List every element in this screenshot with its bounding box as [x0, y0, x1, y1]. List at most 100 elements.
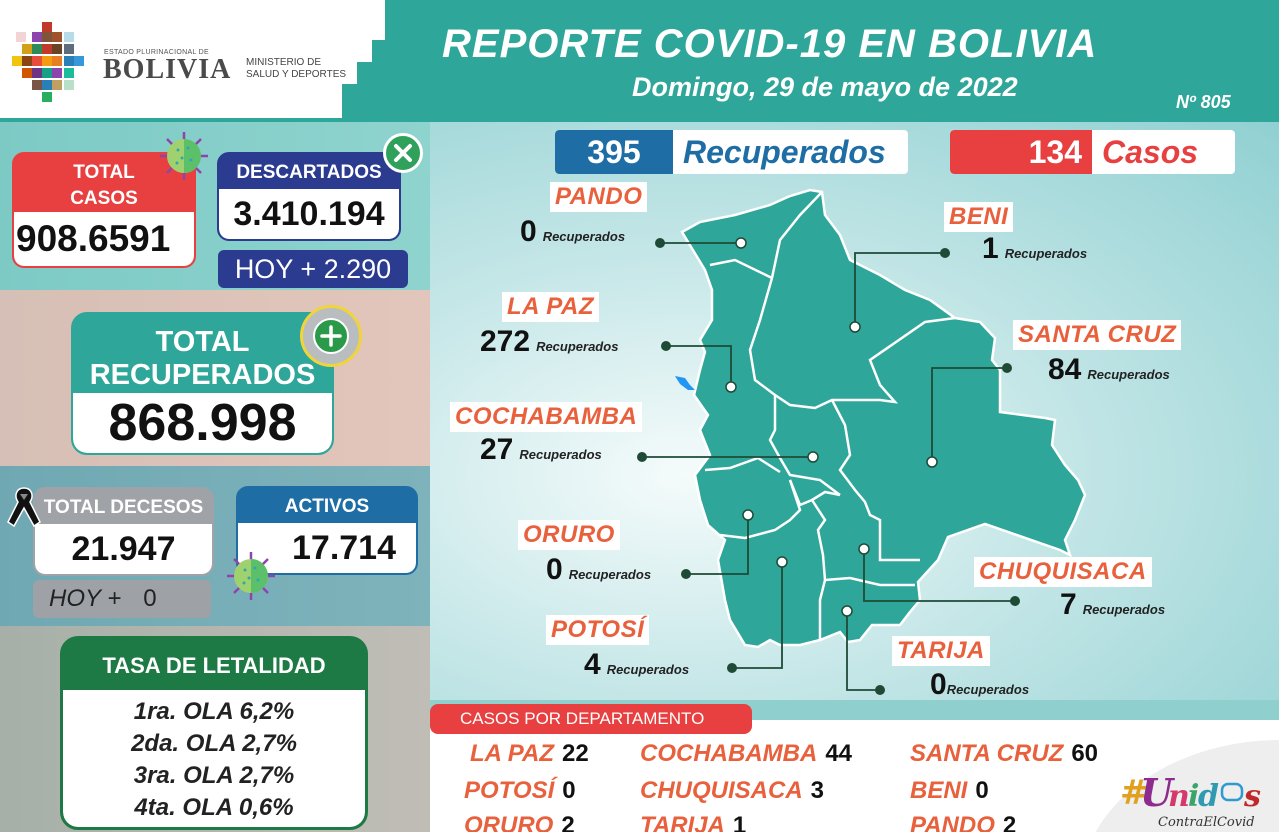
dept-recovered-suffix: Recuperados — [536, 339, 619, 354]
dept-recovered-potosi: 4 Recuperados — [584, 648, 689, 682]
lethality-rate-card: TASA DE LETALIDAD 1ra. OLA 6,2% 2da. OLA… — [60, 636, 368, 830]
ministry-line1: MINISTERIO DE — [246, 57, 322, 68]
report-header: ESTADO PLURINACIONAL DE BOLIVIA MINISTER… — [0, 0, 1279, 122]
case-item-la-paz: LA PAZ 22 — [470, 740, 589, 768]
svg-text:n: n — [1168, 779, 1190, 814]
case-item-santa-cruz: SANTA CRUZ 60 — [910, 740, 1098, 768]
virus-icon — [160, 132, 208, 180]
mourning-ribbon-icon — [7, 487, 41, 528]
total-recovered-label-line2: RECUPERADOS — [89, 359, 316, 391]
case-dept-name: CHUQUISACA — [640, 777, 803, 804]
header-step-decoration — [357, 62, 385, 84]
dept-recovered-count: 0 — [520, 215, 537, 248]
total-cases-card: TOTAL CASOS 908.6591 — [12, 152, 196, 268]
dept-recovered-santa-cruz: 84 Recuperados — [1048, 353, 1170, 387]
case-dept-name: POTOSÍ — [464, 777, 555, 804]
deaths-today-value: 0 — [143, 585, 157, 612]
dept-recovered-oruro: 0 Recuperados — [546, 553, 651, 587]
daily-cases-label: Casos — [1102, 133, 1199, 170]
case-dept-value: 1 — [732, 812, 747, 832]
case-dept-name: COCHABAMBA — [640, 740, 818, 767]
dept-recovered-suffix: Recuperados — [568, 567, 652, 582]
total-recovered-card: TOTAL RECUPERADOS 868.998 — [71, 312, 334, 455]
case-dept-name: PANDO — [910, 812, 995, 832]
case-item-tarija: TARIJA 1 — [640, 812, 746, 832]
case-item-potosi: POTOSÍ 0 — [464, 777, 576, 805]
dept-label-beni: BENI — [944, 202, 1014, 232]
total-recovered-label: TOTAL RECUPERADOS — [73, 314, 332, 392]
recovered-plus-icon — [300, 305, 362, 367]
total-recovered-label-line1: TOTAL — [155, 326, 250, 358]
dept-recovered-count: 27 — [480, 433, 514, 466]
total-recovered-value: 868.998 — [73, 393, 332, 453]
discarded-value: 3.410.194 — [219, 189, 399, 239]
case-dept-value: 44 — [825, 740, 853, 767]
case-item-chuquisaca: CHUQUISACA 3 — [640, 777, 824, 805]
dept-label-santa-cruz: SANTA CRUZ — [1013, 320, 1182, 350]
dept-recovered-count: 1 — [982, 232, 999, 265]
dept-recovered-suffix: Recuperados — [946, 682, 1030, 697]
dept-recovered-chuquisaca: 7 Recuperados — [1060, 588, 1165, 622]
dept-label-chuquisaca: CHUQUISACA — [974, 557, 1152, 587]
unidos-campaign-logo-icon: # U n i d s ContraElCovid — [1120, 770, 1261, 830]
dept-recovered-suffix: Recuperados — [606, 662, 690, 677]
ministry-logo-area: ESTADO PLURINACIONAL DE BOLIVIA MINISTER… — [0, 0, 385, 118]
case-dept-value: 60 — [1071, 740, 1099, 767]
total-deaths-card: TOTAL DECESOS 21.947 — [33, 487, 214, 576]
dept-recovered-suffix: Recuperados — [1004, 246, 1088, 261]
total-deaths-label: TOTAL DECESOS — [43, 497, 204, 518]
case-item-pando: PANDO 2 — [910, 812, 1016, 832]
ministry-line2: SALUD Y DEPORTES — [246, 69, 347, 80]
header-step-decoration — [372, 40, 385, 62]
case-dept-value: 2 — [561, 812, 575, 832]
case-dept-value: 22 — [562, 740, 589, 767]
cases-section-background — [430, 720, 1279, 832]
total-deaths-value: 21.947 — [35, 524, 212, 574]
total-cases-label-line2: CASOS — [70, 188, 138, 209]
report-title: REPORTE COVID-19 EN BOLIVIA — [442, 22, 1098, 66]
discarded-today: HOY + 2.290 — [218, 250, 408, 288]
dept-recovered-count: 0 — [546, 553, 563, 586]
dept-recovered-suffix: Recuperados — [1082, 602, 1166, 617]
daily-recovered-badge: 395 Recuperados — [555, 130, 908, 174]
case-dept-value: 3 — [810, 777, 825, 804]
discarded-x-icon — [383, 133, 423, 173]
daily-recovered-value: 395 — [555, 130, 673, 174]
case-dept-value: 2 — [1002, 812, 1017, 832]
case-dept-name: ORURO — [464, 812, 554, 832]
bolivia-emblem-icon — [12, 22, 84, 102]
estado-label: ESTADO PLURINACIONAL DE — [104, 49, 209, 56]
dept-recovered-suffix: Recuperados — [542, 229, 626, 244]
dept-recovered-suffix: Recuperados — [1087, 367, 1170, 382]
svg-text:s: s — [1243, 779, 1261, 814]
virus-icon — [227, 552, 275, 600]
dept-recovered-tarija: 0 Recuperados — [930, 668, 1029, 702]
dept-label-tarija: TARIJA — [892, 636, 990, 666]
case-dept-name: LA PAZ — [470, 740, 554, 767]
svg-text:d: d — [1198, 779, 1219, 814]
active-cases-card: ACTIVOS 17.714 — [236, 486, 418, 575]
dept-recovered-count: 7 — [1060, 588, 1077, 621]
case-dept-value: 0 — [975, 777, 989, 804]
report-number: Nº 805 — [1176, 92, 1231, 112]
dept-label-la-paz: LA PAZ — [502, 292, 599, 322]
discarded-label: DESCARTADOS — [236, 162, 382, 183]
daily-recovered-label: Recuperados — [683, 133, 886, 170]
dept-recovered-count: 84 — [1048, 353, 1082, 386]
case-item-cochabamba: COCHABAMBA 44 — [640, 740, 852, 768]
cases-by-department-header: CASOS POR DEPARTAMENTO — [430, 704, 752, 734]
lethality-wave-row: 4ta. OLA 0,6% — [134, 794, 294, 821]
total-cases-label: TOTAL CASOS — [14, 154, 194, 212]
svg-text:i: i — [1188, 779, 1199, 814]
dept-recovered-cochabamba: 27 Recuperados — [480, 433, 602, 467]
dept-recovered-count: 272 — [480, 325, 531, 358]
svg-text:#: # — [1120, 773, 1149, 813]
dept-label-oruro: ORURO — [518, 520, 620, 550]
total-cases-value: 908.6591 — [14, 212, 194, 266]
case-dept-name: BENI — [910, 777, 968, 804]
total-cases-label-line1: TOTAL — [73, 162, 135, 183]
ministry-name: MINISTERIO DE SALUD Y DEPORTES — [246, 57, 346, 81]
daily-cases-badge: 134 Casos — [950, 130, 1235, 174]
discarded-card: DESCARTADOS 3.410.194 — [217, 152, 401, 241]
dept-recovered-la-paz: 272 Recuperados — [480, 325, 618, 359]
